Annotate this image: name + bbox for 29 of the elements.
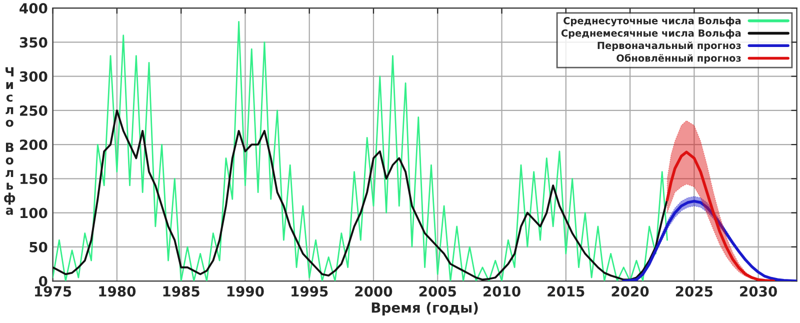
y-tick-label: 250 [20,105,48,116]
y-tick-label: 300 [20,71,48,82]
text: Число Вольфа [4,67,16,215]
y-tick-label: 150 [20,174,48,184]
line-series [666,150,776,282]
legend-label: Среднесуточные числа Вольфа [564,16,741,26]
x-axis-title: Время (годы) [372,302,478,316]
y-tick-label: 400 [20,3,48,14]
legend-label: Среднемесячные числа Вольфа [561,29,741,39]
line-series [52,109,668,281]
x-tick-label: 1990 [227,286,264,297]
x-tick-label: 2005 [419,286,456,297]
y-tick-label: 100 [20,208,48,218]
x-tick-label: 1995 [292,286,328,297]
x-tick-label: 2015 [548,286,584,297]
x-tick-label: 2010 [484,286,520,297]
x-tick-label: 1975 [35,286,72,297]
y-tick-label: 350 [20,37,48,48]
x-tick-label: 2000 [355,286,392,297]
legend-label: Обновлённый прогноз [616,54,741,64]
x-tick-label: 1980 [99,286,136,297]
legend-label: Первоначальный прогноз [598,42,741,52]
y-tick-label: 200 [20,140,48,150]
x-tick-label: 2025 [676,286,713,297]
y-tick-label: 50 [30,242,48,252]
x-tick-label: 2020 [612,286,649,297]
x-tick-label: 2030 [740,286,777,297]
y-tick-label: 0 [38,276,48,286]
x-tick-label: 1985 [163,286,200,297]
